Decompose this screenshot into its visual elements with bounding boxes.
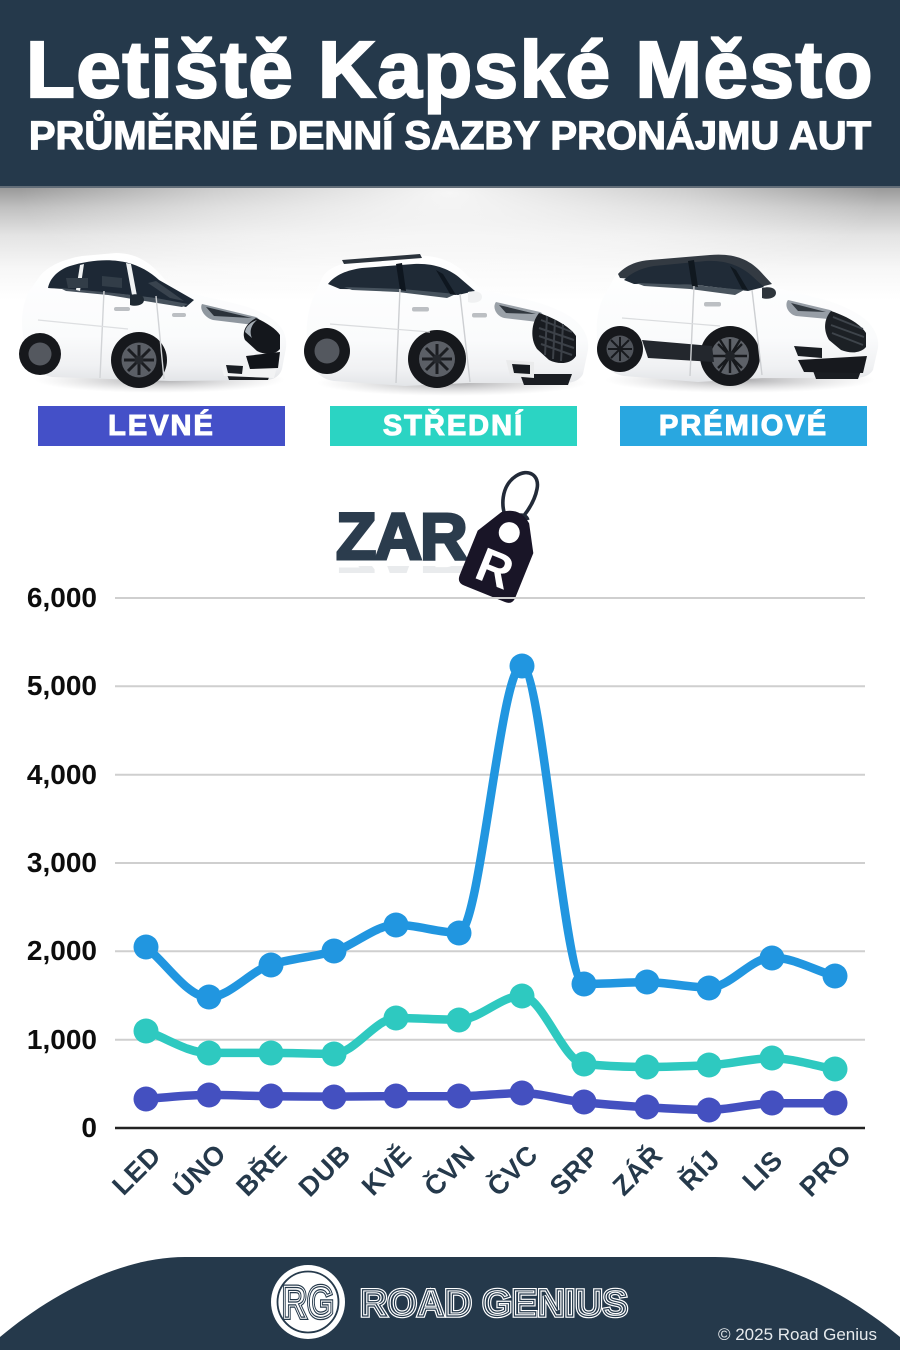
- svg-text:RG: RG: [282, 1276, 334, 1328]
- svg-text:RG: RG: [282, 1276, 334, 1328]
- svg-text:ROAD GENIUS: ROAD GENIUS: [360, 1283, 628, 1325]
- svg-text:ROAD GENIUS: ROAD GENIUS: [360, 1283, 628, 1325]
